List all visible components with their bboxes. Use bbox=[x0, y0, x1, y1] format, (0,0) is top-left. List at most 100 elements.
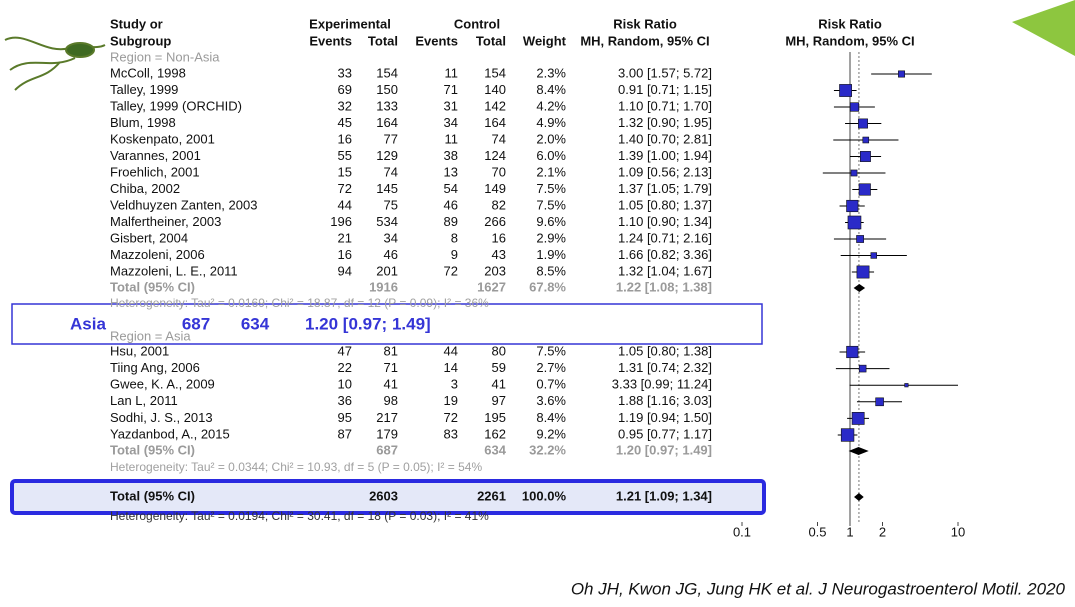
study-name: Tiing Ang, 2006 bbox=[110, 360, 200, 375]
cell-weight: 8.4% bbox=[536, 410, 566, 425]
overall-heterogeneity: Heterogeneity: Tau² = 0.0194; Chi² = 30.… bbox=[110, 509, 489, 523]
cell-weight: 8.5% bbox=[536, 263, 566, 278]
cell-ci: 1.39 [1.00; 1.94] bbox=[618, 148, 712, 163]
cell-e-events: 15 bbox=[338, 164, 352, 179]
cell-ci: 1.88 [1.16; 3.03] bbox=[618, 393, 712, 408]
cell-weight: 100.0% bbox=[522, 488, 567, 503]
cell-weight: 4.2% bbox=[536, 98, 566, 113]
cell-c-total: 16 bbox=[492, 230, 506, 245]
study-name: Veldhuyzen Zanten, 2003 bbox=[110, 197, 257, 212]
cell-c-total: 41 bbox=[492, 377, 506, 392]
cell-ci: 1.40 [0.70; 2.81] bbox=[618, 131, 712, 146]
cell-e-total: 164 bbox=[376, 115, 398, 130]
cell-c-events: 89 bbox=[444, 214, 458, 229]
cell-c-total: 80 bbox=[492, 343, 506, 358]
study-name: Mazzoleni, L. E., 2011 bbox=[110, 263, 238, 278]
study-square bbox=[847, 215, 862, 230]
cell-c-events: 19 bbox=[444, 393, 458, 408]
study-square bbox=[846, 345, 859, 359]
cell-c-events: 72 bbox=[444, 410, 458, 425]
cell-e-events: 36 bbox=[338, 393, 352, 408]
cell-c-total: 634 bbox=[484, 442, 506, 457]
cell-e-total: 154 bbox=[376, 65, 398, 80]
cell-e-total: 133 bbox=[376, 98, 398, 113]
cell-c-events: 8 bbox=[451, 230, 458, 245]
cell-weight: 7.5% bbox=[536, 197, 566, 212]
cell-e-total: 217 bbox=[376, 410, 398, 425]
cell-ci: 0.91 [0.71; 1.15] bbox=[618, 82, 712, 97]
header-weight: Weight bbox=[523, 33, 567, 48]
cell-e-total: 201 bbox=[376, 263, 398, 278]
subtotal-label: Total (95% CI) bbox=[110, 279, 195, 294]
cell-weight: 1.9% bbox=[536, 247, 566, 262]
cell-ci: 1.05 [0.80; 1.38] bbox=[618, 343, 712, 358]
study-square bbox=[850, 169, 858, 177]
cell-c-total: 140 bbox=[484, 82, 506, 97]
cell-ci: 1.20 [0.97; 1.49] bbox=[616, 442, 712, 457]
study-square bbox=[839, 84, 852, 97]
cell-e-total: 81 bbox=[384, 343, 398, 358]
study-square bbox=[870, 252, 877, 259]
cell-c-events: 31 bbox=[444, 98, 458, 113]
x-tick-label: 10 bbox=[951, 524, 965, 539]
study-name: Gwee, K. A., 2009 bbox=[110, 377, 215, 392]
cell-c-total: 82 bbox=[492, 197, 506, 212]
cell-ci: 1.24 [0.71; 2.16] bbox=[618, 230, 712, 245]
cell-e-total: 1916 bbox=[369, 279, 398, 294]
cell-c-events: 38 bbox=[444, 148, 458, 163]
cell-weight: 32.2% bbox=[529, 442, 566, 457]
cell-e-total: 2603 bbox=[369, 488, 398, 503]
study-name: Mazzoleni, 2006 bbox=[110, 247, 205, 262]
study-name: Lan L, 2011 bbox=[110, 393, 178, 408]
cell-c-events: 71 bbox=[444, 82, 458, 97]
callout-exp-total: 687 bbox=[182, 314, 210, 333]
cell-e-total: 129 bbox=[376, 148, 398, 163]
study-square bbox=[860, 151, 871, 162]
cell-e-events: 10 bbox=[338, 377, 352, 392]
cell-e-events: 196 bbox=[330, 214, 352, 229]
cell-c-events: 83 bbox=[444, 426, 458, 441]
cell-e-events: 33 bbox=[338, 65, 352, 80]
cell-e-total: 71 bbox=[384, 360, 398, 375]
cell-ci: 1.10 [0.71; 1.70] bbox=[618, 98, 712, 113]
cell-ci: 1.22 [1.08; 1.38] bbox=[616, 279, 712, 294]
cell-weight: 4.9% bbox=[536, 115, 566, 130]
cell-ci: 1.21 [1.09; 1.34] bbox=[616, 488, 712, 503]
cell-c-events: 14 bbox=[444, 360, 458, 375]
cell-c-events: 72 bbox=[444, 263, 458, 278]
cell-ci: 1.05 [0.80; 1.37] bbox=[618, 197, 712, 212]
header-study: Study or bbox=[110, 16, 163, 31]
study-square bbox=[862, 136, 870, 144]
cell-c-events: 9 bbox=[451, 247, 458, 262]
cell-e-total: 179 bbox=[376, 426, 398, 441]
cell-c-total: 59 bbox=[492, 360, 506, 375]
cell-weight: 2.7% bbox=[536, 360, 566, 375]
callout-ctl-total: 634 bbox=[241, 314, 270, 333]
cell-c-total: 97 bbox=[492, 393, 506, 408]
pooled-diamond bbox=[848, 447, 869, 455]
cell-e-events: 16 bbox=[338, 131, 352, 146]
header-events: Events bbox=[415, 33, 458, 48]
cell-c-total: 154 bbox=[484, 65, 506, 80]
callout-box bbox=[11, 303, 763, 345]
cell-ci: 0.95 [0.77; 1.17] bbox=[618, 426, 712, 441]
cell-e-total: 75 bbox=[384, 197, 398, 212]
plant-illustration bbox=[4, 36, 106, 91]
cell-weight: 7.5% bbox=[536, 181, 566, 196]
cell-ci: 1.19 [0.94; 1.50] bbox=[618, 410, 712, 425]
cell-c-events: 13 bbox=[444, 164, 458, 179]
cell-c-events: 11 bbox=[445, 131, 459, 146]
header-study: Subgroup bbox=[110, 33, 171, 48]
cell-c-total: 162 bbox=[484, 426, 506, 441]
cell-e-events: 95 bbox=[338, 410, 352, 425]
cell-e-total: 46 bbox=[384, 247, 398, 262]
cell-e-events: 72 bbox=[338, 181, 352, 196]
x-tick-label: 2 bbox=[879, 524, 886, 539]
header-experimental: Experimental bbox=[309, 16, 391, 31]
cell-e-events: 55 bbox=[338, 148, 352, 163]
cell-ci: 1.32 [1.04; 1.67] bbox=[618, 263, 712, 278]
callout-label: Asia bbox=[70, 314, 106, 333]
citation: Oh JH, Kwon JG, Jung HK et al. J Neuroga… bbox=[571, 579, 1066, 598]
cell-c-total: 124 bbox=[484, 148, 506, 163]
cell-e-events: 69 bbox=[338, 82, 352, 97]
